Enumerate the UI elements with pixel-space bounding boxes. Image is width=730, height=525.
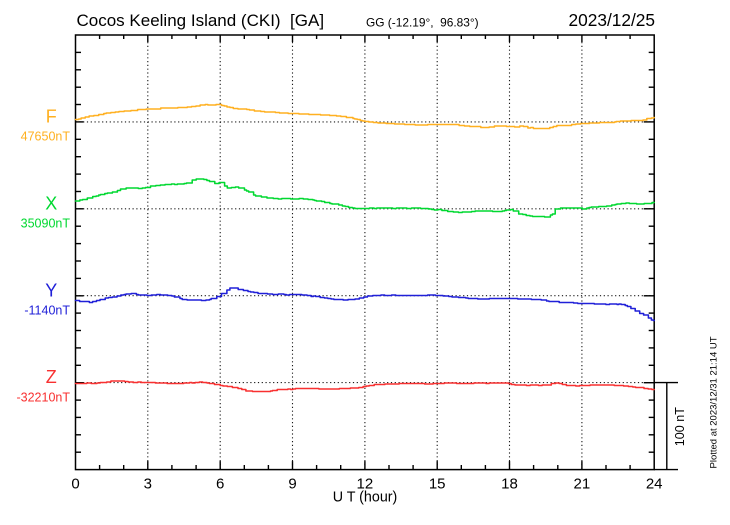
svg-text:X: X bbox=[45, 193, 57, 213]
svg-text:47650nT: 47650nT bbox=[21, 130, 71, 144]
svg-text:-1140nT: -1140nT bbox=[24, 303, 70, 317]
svg-text:0: 0 bbox=[71, 475, 79, 492]
svg-text:Plotted at 2023/12/31 21:14 UT: Plotted at 2023/12/31 21:14 UT bbox=[709, 336, 720, 468]
svg-text:6: 6 bbox=[216, 475, 224, 492]
svg-text:Z: Z bbox=[46, 367, 57, 387]
svg-text:24: 24 bbox=[646, 475, 663, 492]
svg-text:U T (hour): U T (hour) bbox=[333, 490, 398, 506]
svg-text:2023/12/25: 2023/12/25 bbox=[569, 10, 656, 30]
svg-text:9: 9 bbox=[288, 475, 296, 492]
svg-text:GG (-12.19°, 96.83°): GG (-12.19°, 96.83°) bbox=[366, 15, 479, 29]
svg-text:Y: Y bbox=[45, 280, 57, 300]
svg-text:15: 15 bbox=[429, 475, 446, 492]
svg-text:3: 3 bbox=[144, 475, 152, 492]
svg-text:12: 12 bbox=[357, 475, 374, 492]
svg-text:F: F bbox=[46, 107, 57, 127]
svg-text:Cocos Keeling Island (CKI) [G: Cocos Keeling Island (CKI) [GA] bbox=[77, 11, 325, 30]
svg-text:18: 18 bbox=[501, 475, 518, 492]
svg-text:100 nT: 100 nT bbox=[673, 407, 687, 447]
svg-text:-32210nT: -32210nT bbox=[16, 390, 70, 404]
svg-text:21: 21 bbox=[574, 475, 591, 492]
svg-text:35090nT: 35090nT bbox=[21, 217, 71, 231]
